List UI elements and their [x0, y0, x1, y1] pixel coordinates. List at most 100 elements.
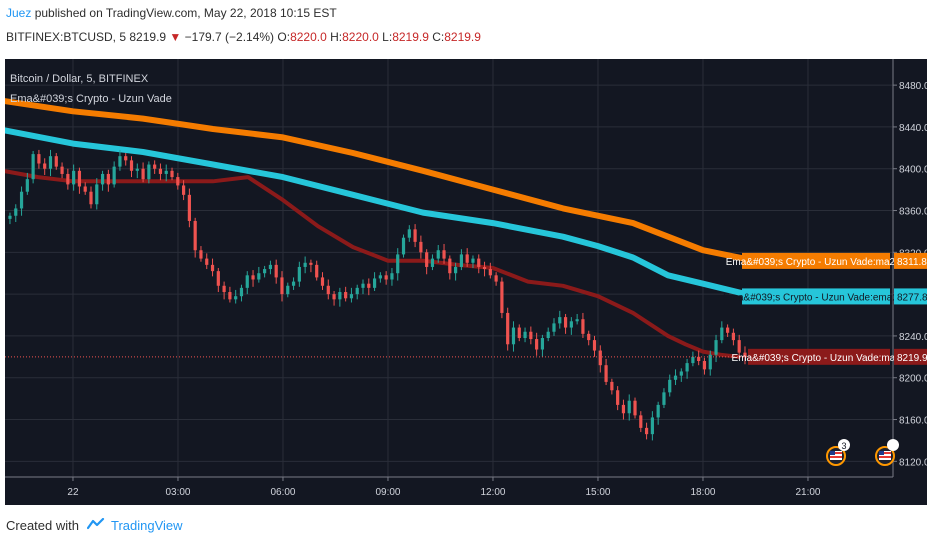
candle	[396, 248, 400, 281]
candle	[737, 334, 741, 359]
candle-body	[210, 264, 215, 272]
candle-body	[274, 264, 278, 278]
candle-body	[37, 154, 41, 164]
candle	[355, 284, 359, 300]
candle	[367, 278, 371, 296]
candle-body	[332, 294, 336, 300]
candle-body	[158, 168, 163, 174]
candle	[222, 281, 226, 300]
candle	[523, 327, 527, 343]
candle	[216, 268, 220, 293]
candle	[697, 350, 701, 366]
candle-body	[315, 264, 319, 278]
candle	[43, 158, 47, 175]
candle-body	[482, 266, 487, 270]
candle-body	[708, 354, 712, 370]
price-scale[interactable]: 8120.08160.08200.08240.08280.08320.08360…	[892, 59, 927, 505]
last-price: 8219.9	[129, 30, 167, 44]
time-tick-label: 21:00	[795, 487, 820, 498]
candle-body	[384, 275, 388, 280]
candle-body	[176, 177, 180, 186]
candle	[535, 332, 539, 356]
candle	[100, 170, 105, 191]
candle	[187, 188, 191, 228]
candle	[199, 246, 203, 262]
candle-body	[205, 258, 209, 265]
us-flag-icon[interactable]: 3	[826, 439, 850, 466]
candle	[511, 321, 516, 352]
candle-body	[25, 179, 29, 192]
candle	[563, 313, 568, 334]
candle-body	[477, 258, 481, 267]
candle	[83, 182, 87, 195]
candle	[610, 378, 614, 395]
candle	[679, 368, 683, 382]
candle	[673, 369, 678, 386]
author-link[interactable]: Juez	[6, 6, 32, 20]
candle	[390, 268, 394, 286]
candle-body	[465, 254, 469, 263]
candle-body	[77, 170, 82, 187]
price-tick-label: 8240.0	[899, 332, 927, 343]
ma70-label-bg	[748, 348, 890, 365]
candle	[639, 411, 643, 433]
price-chart[interactable]: Bitcoin / Dollar, 5, BITFINEX Ema&#039;s…	[5, 59, 927, 505]
candle	[118, 149, 122, 171]
candle-body	[124, 156, 128, 161]
us-flag-icon[interactable]	[875, 439, 899, 466]
candle-body	[535, 339, 539, 350]
time-axis-bg	[5, 477, 893, 505]
candle	[436, 245, 440, 263]
candle-body	[303, 262, 307, 267]
event-flags[interactable]: 3	[826, 439, 899, 466]
candle	[286, 282, 290, 298]
tradingview-logo-icon[interactable]	[86, 517, 105, 533]
candle	[419, 235, 423, 259]
candle	[656, 401, 660, 425]
candle-body	[199, 250, 203, 259]
candle-body	[367, 283, 371, 288]
candle	[60, 162, 64, 179]
candle	[506, 307, 510, 351]
candle	[616, 386, 620, 411]
candle	[726, 324, 730, 337]
candle-body	[19, 191, 24, 209]
candle-body	[587, 333, 591, 341]
candle	[280, 271, 284, 302]
candle-body	[702, 361, 707, 370]
candle	[268, 260, 273, 275]
ema201-label-bg	[742, 288, 890, 305]
candle	[644, 422, 649, 440]
candle-body	[558, 317, 562, 324]
candle-body	[720, 327, 724, 341]
candle-body	[633, 400, 637, 416]
candle	[442, 243, 446, 264]
tradingview-brand-link[interactable]: TradingView	[110, 518, 183, 533]
candle-body	[737, 340, 741, 353]
candle-body	[401, 237, 406, 255]
ema201-value-bg	[894, 288, 927, 305]
candle	[413, 224, 417, 248]
candle	[633, 397, 637, 419]
candle-body	[714, 340, 718, 355]
candle	[181, 180, 186, 201]
time-axis[interactable]: 22 03:00 06:00 09:00 12:00 15:00 18:00 21:00	[5, 476, 893, 505]
candle-body	[697, 356, 701, 362]
candle-body	[268, 264, 273, 270]
candle	[448, 255, 452, 280]
candle-body	[413, 229, 417, 242]
indicator-title: Ema&#039;s Crypto - Uzun Vade	[10, 93, 172, 105]
candle	[164, 164, 168, 182]
ma260-label: Ema&#039;s Crypto - Uzun Vade:ma260	[726, 257, 907, 268]
high-label: H:	[330, 30, 343, 44]
candle	[332, 290, 336, 306]
candle-body	[454, 266, 458, 274]
down-triangle-icon: ▼	[169, 30, 182, 44]
price-tick-label: 8440.0	[899, 123, 927, 134]
candle-body	[488, 269, 492, 276]
chart-area[interactable]: Bitcoin / Dollar, 5, BITFINEX Ema&#039;s…	[5, 59, 927, 505]
candle	[454, 262, 458, 281]
candle-body	[245, 275, 249, 288]
candle-body	[425, 252, 429, 267]
candle-body	[442, 250, 446, 259]
